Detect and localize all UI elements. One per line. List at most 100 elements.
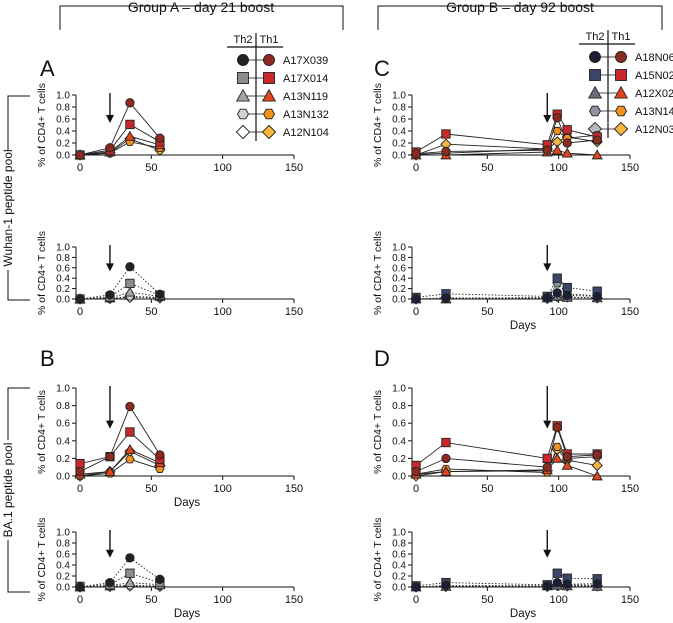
y-tick-label: 0.6 [56,550,70,561]
series-line-A17X039 [79,266,161,300]
plot-A-th2: 0 50 100 150 0.00.20.40.60.81.0 % of CD4+ T c… [36,231,303,318]
y-tick-label: 1.0 [392,91,406,102]
y-tick-label: 0.4 [392,127,406,138]
y-axis-label: % of CD4+ T cells [36,231,48,315]
data-point-A18N061 [552,113,562,123]
data-point-A18N061 [411,294,421,304]
data-point-A13N119 [124,443,136,454]
x-tick-label: 100 [549,594,567,606]
panel-letter-b: B [40,346,55,371]
y-tick-label: 0.4 [56,274,70,285]
y-tick-label: 0.0 [392,472,406,483]
legend-marker-th2 [589,69,601,81]
legend-entry-label: A18N061 [635,52,673,64]
series-line-A12X028 [416,149,598,156]
data-point-A18N061 [542,293,552,303]
legend-group-b: Th2 Th1 A18N061 A15N023 A12X028 A13N146 A12N03… [579,30,673,138]
series-line-A13N146 [415,446,598,475]
y-tick-label: 0.6 [392,263,406,274]
x-tick-label: 0 [77,162,83,174]
x-tick-label: 0 [413,162,419,174]
boost-arrow-head [105,549,114,558]
data-point-A15N023 [562,125,572,135]
x-tick-label: 150 [621,594,639,606]
y-axis-label: % of CD4+ T cells [36,518,48,602]
data-point-A12X028 [440,465,452,476]
legend-marker-th2 [235,124,251,140]
legend-group-a: Th2 Th1 A17X039 A17X014 A13N119 A13N132 A12N10… [227,33,329,141]
legend-entry-label: A17X014 [283,73,328,85]
y-tick-label: 0.4 [56,436,70,447]
x-axis-label: Days [510,608,536,620]
data-point-A17X039 [125,401,135,412]
data-point-A17X039 [75,466,85,477]
legend-marker-th1 [261,124,277,140]
series-line-A13N119 [79,135,161,156]
data-point-A15N023 [552,568,562,578]
series-line-A13N132 [79,141,160,156]
data-point-A18N061 [441,580,451,590]
series-line-A18N061 [415,582,598,588]
series-line-A15N023 [415,424,598,466]
legend-marker-th1 [613,85,629,99]
data-point-A17X039 [105,577,115,588]
panel-letter-d: D [374,346,390,371]
x-tick-label: 100 [549,483,567,495]
legend-entry-label: A13N132 [283,109,329,121]
x-tick-label: 150 [621,483,639,495]
y-tick-label: 0.2 [392,139,406,150]
y-tick-label: 1.0 [56,384,70,395]
data-point-A17X039 [155,133,165,143]
data-point-A15N023 [542,453,552,464]
series-line-A12N104 [79,296,160,300]
x-tick-label: 50 [145,162,157,174]
y-tick-label: 0.8 [56,539,70,550]
y-tick-label: 0.2 [56,284,70,295]
y-axis-label: % of CD4+ T cells [36,83,48,167]
y-tick-label: 0.0 [392,295,406,306]
x-axis-label: Days [174,608,200,620]
boost-arrow-head [105,115,114,123]
y-tick-label: 0.6 [392,419,406,430]
series-line-A17X014 [79,282,161,300]
legend-marker-th1 [262,108,276,120]
plot-D-th2: 0 50 100 150 0.00.20.40.60.81.0 % of CD4+ T c… [372,518,639,620]
x-tick-label: 50 [481,306,493,318]
x-tick-label: 0 [77,483,83,495]
y-axis-label: % of CD4+ T cells [36,390,48,474]
data-point-A17X039 [125,553,135,563]
data-point-A17X039 [155,289,165,299]
data-point-A12X028 [561,459,573,470]
row-label-backdrop-wuhan [1,150,15,270]
y-tick-label: 0.8 [392,539,406,550]
data-point-A18N061 [562,138,572,148]
x-tick-label: 0 [413,306,419,318]
data-point-A18N061 [542,581,552,591]
data-point-A18N061 [542,145,552,155]
series-line-A17X039 [79,405,161,473]
data-point-A18N061 [592,291,602,302]
legend-entry-label: A13N146 [635,106,673,118]
y-tick-label: 1.0 [392,384,406,395]
data-point-A15N023 [441,437,451,448]
data-point-A17X039 [105,143,115,153]
data-point-A18N061 [552,577,562,588]
data-point-A17X039 [75,294,85,304]
data-point-A18N061 [441,146,451,157]
y-tick-label: 1.0 [56,243,70,254]
legend-th1-label: Th1 [260,34,279,46]
boost-arrow-head [105,420,114,429]
row-label-ba1: BA.1 peptide pool [1,443,15,538]
data-point-A12X028 [591,149,603,160]
x-tick-label: 100 [213,483,231,495]
x-tick-label: 150 [621,306,639,318]
data-point-A12X028 [551,144,563,155]
plot-D-th1: 0 50 100 150 0.0 0.2 0.4 0.6 0.8 1.0 % of CD4+ T c… [372,384,639,496]
boost-arrow-head [543,115,552,123]
y-tick-label: 0.8 [56,103,70,114]
series-line-A12N104 [79,450,161,477]
y-tick-label: 0.6 [56,419,70,430]
series-line-A13N146 [415,282,598,300]
legend-th2-label: Th2 [586,31,605,43]
x-tick-label: 0 [413,483,419,495]
